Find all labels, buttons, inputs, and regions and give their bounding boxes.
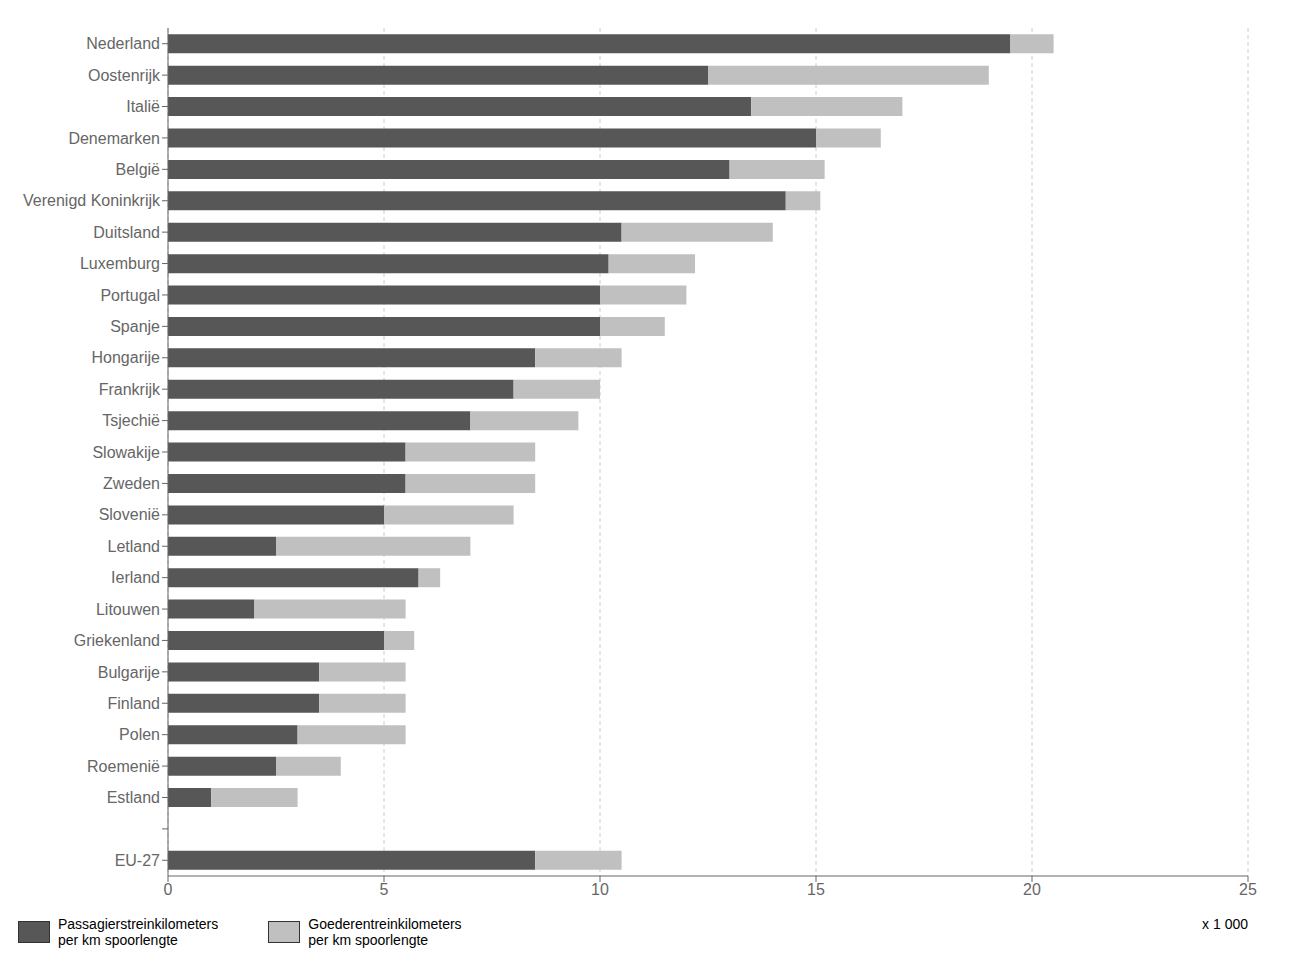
svg-text:Slovenië: Slovenië — [99, 506, 160, 523]
svg-text:Roemenië: Roemenië — [87, 758, 160, 775]
svg-text:Griekenland: Griekenland — [74, 632, 160, 649]
html-text:Goederentreinkilometers: Goederentreinkilometers — [308, 916, 462, 932]
svg-text:Frankrijk: Frankrijk — [99, 381, 161, 398]
svg-text:Portugal: Portugal — [100, 287, 160, 304]
svg-text:Bulgarije: Bulgarije — [98, 664, 160, 681]
svg-text:Ierland: Ierland — [111, 569, 160, 586]
svg-text:Letland: Letland — [108, 538, 161, 555]
svg-text:15: 15 — [807, 881, 825, 898]
svg-text:25: 25 — [1239, 881, 1257, 898]
svg-text:Nederland: Nederland — [86, 35, 160, 52]
svg-text:20: 20 — [1023, 881, 1041, 898]
svg-text:0: 0 — [164, 881, 173, 898]
svg-text:10: 10 — [591, 881, 609, 898]
svg-text:Polen: Polen — [119, 726, 160, 743]
svg-text:Italië: Italië — [126, 98, 160, 115]
html-text:x 1 000: x 1 000 — [1202, 916, 1248, 932]
svg-text:Denemarken: Denemarken — [68, 130, 160, 147]
svg-text:Luxemburg: Luxemburg — [80, 255, 160, 272]
svg-text:Duitsland: Duitsland — [93, 224, 160, 241]
html-text:per km spoorlengte: per km spoorlengte — [58, 932, 178, 948]
svg-text:EU-27: EU-27 — [115, 852, 160, 869]
svg-text:België: België — [116, 161, 161, 178]
svg-text:Zweden: Zweden — [103, 475, 160, 492]
html-text:Passagierstreinkilometers: Passagierstreinkilometers — [58, 916, 219, 932]
svg-text:Slowakije: Slowakije — [92, 444, 160, 461]
svg-text:Finland: Finland — [108, 695, 160, 712]
svg-text:Spanje: Spanje — [110, 318, 160, 335]
svg-text:Verenigd Koninkrijk: Verenigd Koninkrijk — [23, 192, 161, 209]
svg-text:Hongarije: Hongarije — [92, 349, 161, 366]
svg-text:5: 5 — [380, 881, 389, 898]
svg-text:Oostenrijk: Oostenrijk — [88, 67, 161, 84]
svg-text:Estland: Estland — [107, 789, 160, 806]
html-text:per km spoorlengte: per km spoorlengte — [308, 932, 429, 948]
svg-text:Tsjechië: Tsjechië — [102, 412, 160, 429]
svg-text:Litouwen: Litouwen — [96, 601, 160, 618]
